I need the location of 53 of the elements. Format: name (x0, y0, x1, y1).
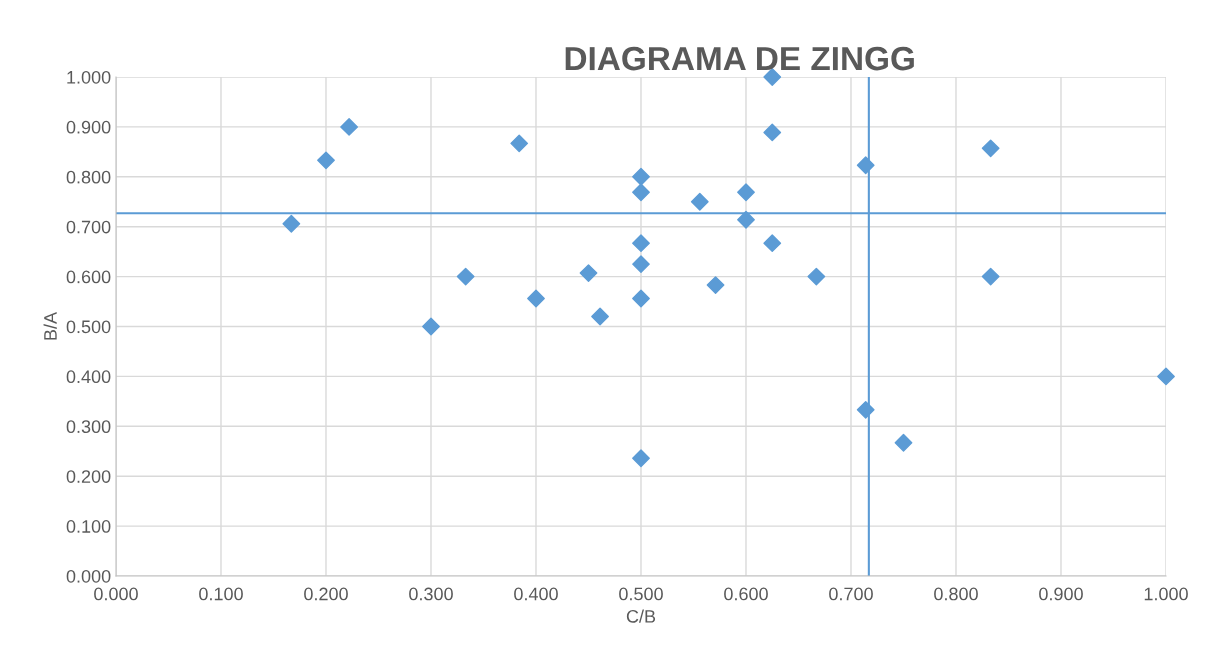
x-axis-title: C/B (626, 609, 656, 623)
x-tick-label: 0.800 (934, 587, 978, 601)
point (1157, 367, 1175, 386)
x-tick-label: 0.600 (724, 587, 768, 601)
point (807, 267, 826, 286)
point (981, 267, 1000, 286)
point (856, 156, 875, 175)
point (510, 134, 529, 153)
x-tick-label: 0.000 (94, 587, 138, 601)
point (527, 289, 545, 308)
y-tick-label: 0.200 (66, 470, 111, 483)
y-tick-label: 1.000 (67, 70, 111, 84)
point (632, 183, 650, 202)
chart-title: DIAGRAMA DE ZINGG (565, 46, 914, 71)
y-axis-title: B/A (43, 311, 57, 340)
point (579, 264, 598, 283)
y-tick-label: 0.100 (66, 520, 111, 533)
x-tick-label: 0.700 (829, 587, 873, 601)
x-tick-label: 0.300 (409, 587, 453, 601)
point (856, 400, 875, 419)
point (632, 449, 650, 468)
point (340, 117, 359, 136)
point (282, 214, 301, 233)
point (763, 123, 782, 142)
y-tick-label: 0.500 (66, 320, 111, 334)
point (317, 151, 335, 170)
point (456, 267, 475, 286)
y-tick-label: 0.700 (66, 220, 111, 234)
point (737, 210, 755, 229)
y-tick-label: 0.600 (66, 270, 111, 284)
point (690, 192, 709, 211)
y-tick-label: 0.000 (66, 569, 111, 583)
point (894, 433, 913, 452)
point (591, 307, 609, 326)
x-tick-label: 1.000 (1144, 587, 1188, 601)
point (981, 139, 1000, 158)
y-tick-label: 0.800 (66, 170, 111, 184)
x-tick-label: 0.500 (619, 587, 663, 601)
point (632, 167, 650, 186)
point (632, 234, 650, 253)
point (706, 276, 725, 294)
y-tick-label: 0.300 (66, 420, 111, 434)
point (737, 183, 755, 202)
y-tick-label: 0.900 (66, 120, 111, 134)
point (632, 255, 650, 274)
x-tick-label: 0.100 (199, 587, 243, 601)
point (632, 289, 650, 308)
y-tick-label: 0.400 (66, 370, 111, 384)
x-tick-label: 0.200 (304, 587, 348, 601)
point (422, 317, 440, 336)
x-tick-label: 0.400 (514, 587, 558, 601)
x-tick-label: 0.900 (1039, 587, 1083, 601)
point (763, 234, 782, 253)
